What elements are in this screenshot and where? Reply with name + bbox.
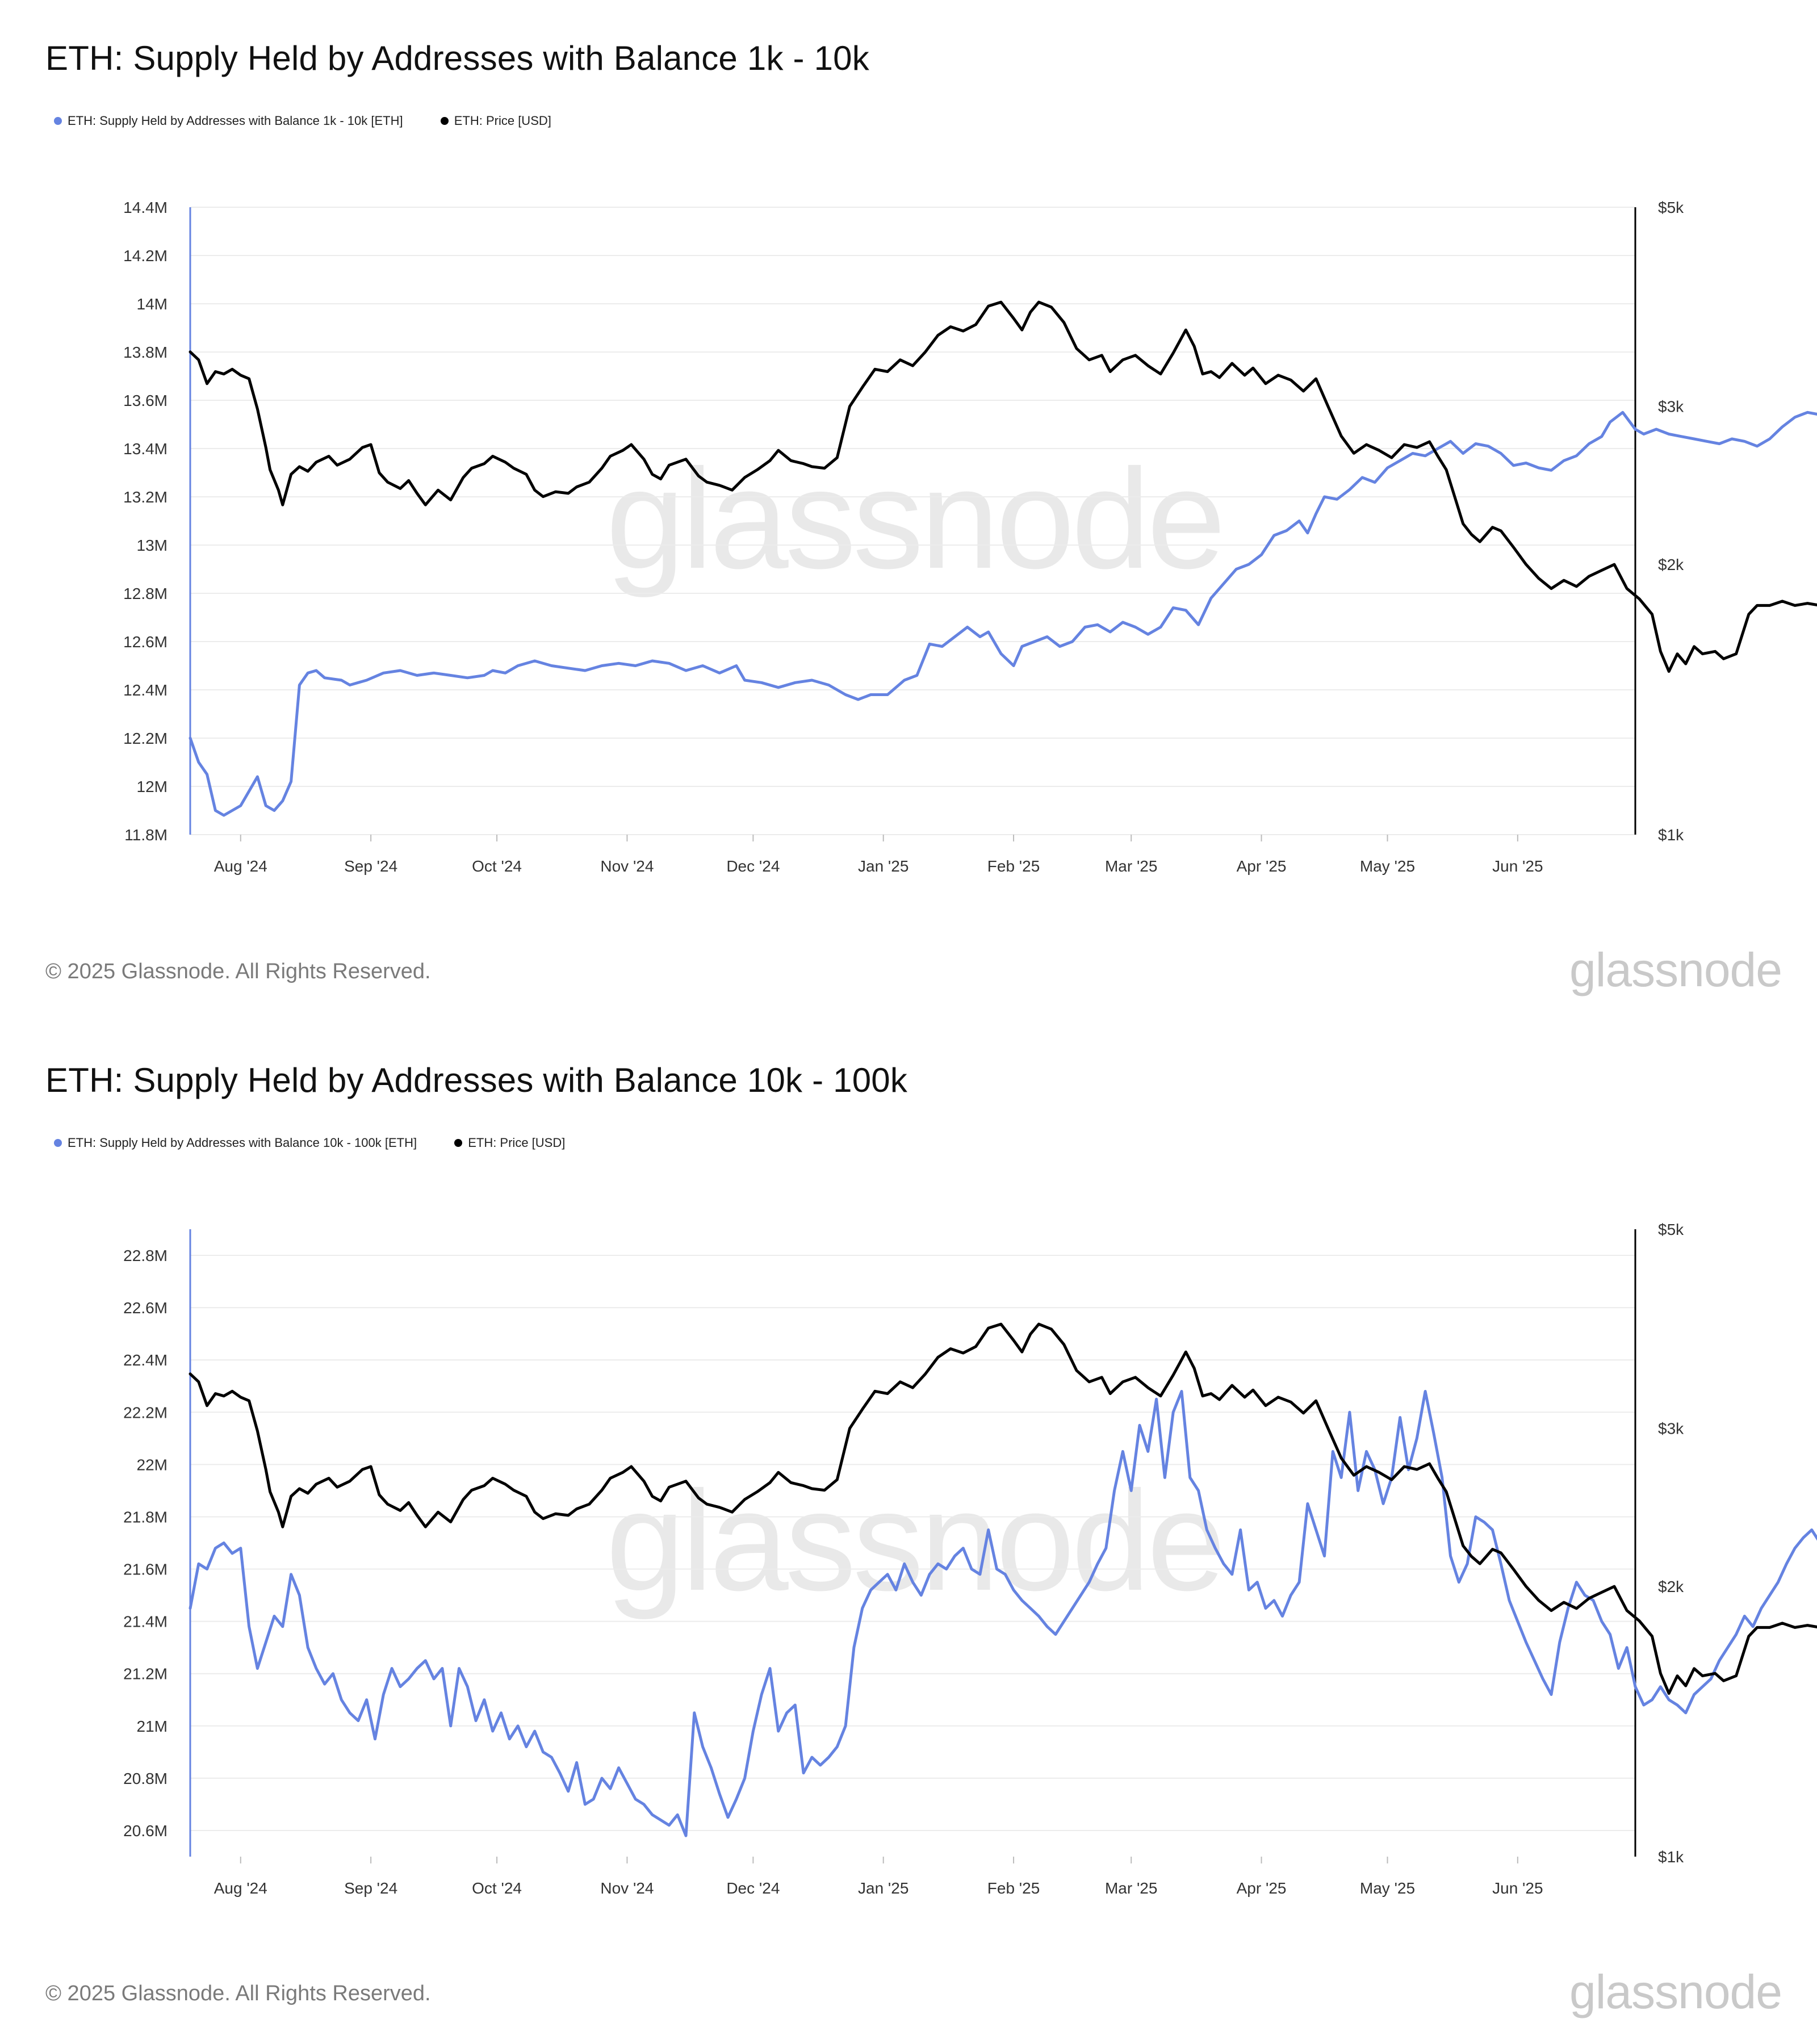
legend-item-supply[interactable]: ETH: Supply Held by Addresses with Balan… <box>54 114 403 128</box>
x-tick-label: Dec '24 <box>726 1879 780 1897</box>
chart-plot: glassnode 20.6M 20.8M 21M 21.2M 21.4M 21.6M 21.… <box>123 1221 1817 1897</box>
x-tick-label: Aug '24 <box>214 857 267 875</box>
y-right-tick-label: $5k <box>1658 199 1684 216</box>
watermark-text: glassnode <box>606 1461 1223 1620</box>
legend-item-price[interactable]: ETH: Price [USD] <box>440 114 551 128</box>
y-left-tick-label: 12M <box>137 778 168 795</box>
y-left-tick-label: 21M <box>137 1718 168 1735</box>
y-left-tick-label: 13.6M <box>123 392 168 409</box>
supply-series-line <box>189 1390 1817 1837</box>
x-tick-label: Sep '24 <box>344 857 397 875</box>
y-left-tick-label: 22.2M <box>123 1404 168 1421</box>
legend-item-supply[interactable]: ETH: Supply Held by Addresses with Balan… <box>54 1136 417 1150</box>
y-left-tick-label: 22.8M <box>123 1247 168 1264</box>
y-left-tick-label: 12.6M <box>123 633 168 651</box>
x-tick-label: Apr '25 <box>1237 1879 1287 1897</box>
y-right-tick-label: $5k <box>1658 1221 1684 1238</box>
x-tick-label: Jan '25 <box>858 857 909 875</box>
y-left-tick-label: 13.4M <box>123 440 168 458</box>
x-tick-label: Jun '25 <box>1492 1879 1543 1897</box>
y-right-tick-label: $1k <box>1658 826 1684 844</box>
brand-logo: glassnode <box>1569 943 1782 996</box>
x-tick-label: Feb '25 <box>987 857 1040 875</box>
y-left-tick-label: 20.8M <box>123 1770 168 1787</box>
x-tick-label: May '25 <box>1360 1879 1415 1897</box>
chart-title: ETH: Supply Held by Addresses with Balan… <box>45 39 869 77</box>
y-right-tick-label: $3k <box>1658 398 1684 416</box>
legend-label: ETH: Supply Held by Addresses with Balan… <box>68 114 403 128</box>
price-series-line <box>189 300 1817 673</box>
legend-label: ETH: Supply Held by Addresses with Balan… <box>68 1136 417 1150</box>
y-left-tick-label: 12.4M <box>123 681 168 699</box>
y-left-tick-label: 14.2M <box>123 247 168 265</box>
chart-panel-bottom: ETH: Supply Held by Addresses with Balan… <box>0 1022 1817 2044</box>
x-tick-label: Nov '24 <box>600 1879 654 1897</box>
y-left-tick-label: 13.8M <box>123 344 168 361</box>
legend: ETH: Supply Held by Addresses with Balan… <box>54 114 585 136</box>
x-tick-label: Mar '25 <box>1105 1879 1158 1897</box>
chart-title: ETH: Supply Held by Addresses with Balan… <box>45 1061 908 1099</box>
y-right-tick-label: $3k <box>1658 1420 1684 1438</box>
y-left-tick-label: 13M <box>137 537 168 554</box>
y-left-tick-label: 21.6M <box>123 1561 168 1578</box>
x-tick-label: Apr '25 <box>1237 857 1287 875</box>
y-left-tick-label: 22.6M <box>123 1299 168 1317</box>
y-left-tick-label: 21.2M <box>123 1665 168 1683</box>
legend-dot-icon <box>454 1139 463 1147</box>
legend-dot-icon <box>54 1139 62 1147</box>
y-left-tick-label: 22.4M <box>123 1351 168 1369</box>
x-tick-label: Feb '25 <box>987 1879 1040 1897</box>
chart-panel-top: ETH: Supply Held by Addresses with Balan… <box>45 39 1817 996</box>
y-left-tick-label: 11.8M <box>124 826 168 844</box>
y-left-tick-label: 13.2M <box>123 488 168 506</box>
y-left-tick-label: 12.2M <box>123 730 168 747</box>
x-tick-label: Dec '24 <box>726 857 780 875</box>
legend-dot-icon <box>54 117 62 125</box>
y-left-tick-label: 22M <box>137 1456 168 1473</box>
y-left-tick-label: 12.8M <box>123 585 168 602</box>
y-right-tick-label: $1k <box>1658 1848 1684 1866</box>
legend: ETH: Supply Held by Addresses with Balan… <box>54 1136 599 1158</box>
y-left-tick-label: 14.4M <box>123 199 168 216</box>
x-tick-label: Oct '24 <box>472 1879 522 1897</box>
y-left-tick-label: 14M <box>137 295 168 313</box>
x-tick-label: May '25 <box>1360 857 1415 875</box>
copyright-text: © 2025 Glassnode. All Rights Reserved. <box>45 960 431 983</box>
y-right-tick-label: $2k <box>1658 1578 1684 1595</box>
x-tick-label: Oct '24 <box>472 857 522 875</box>
x-tick-label: Jun '25 <box>1492 857 1543 875</box>
legend-item-price[interactable]: ETH: Price [USD] <box>454 1136 565 1150</box>
price-series-line <box>189 1322 1817 1695</box>
x-tick-label: Mar '25 <box>1105 857 1158 875</box>
x-tick-label: Aug '24 <box>214 1879 267 1897</box>
legend-label: ETH: Price [USD] <box>454 114 551 128</box>
supply-series-line <box>189 411 1817 817</box>
watermark-text: glassnode <box>606 439 1223 598</box>
y-right-tick-label: $2k <box>1658 556 1684 573</box>
legend-dot-icon <box>440 117 449 125</box>
legend-label: ETH: Price [USD] <box>468 1136 566 1150</box>
brand-logo: glassnode <box>1569 1965 1782 2018</box>
x-tick-label: Nov '24 <box>600 857 654 875</box>
y-left-tick-label: 20.6M <box>123 1822 168 1840</box>
y-left-tick-label: 21.4M <box>123 1613 168 1631</box>
x-tick-label: Jan '25 <box>858 1879 909 1897</box>
x-tick-label: Sep '24 <box>344 1879 397 1897</box>
copyright-text: © 2025 Glassnode. All Rights Reserved. <box>45 1982 431 2005</box>
chart-plot: glassnode 11.8M 12M 12.2M 12.4M 12.6M 12.8M 13M… <box>123 199 1817 875</box>
y-left-tick-label: 21.8M <box>123 1508 168 1526</box>
